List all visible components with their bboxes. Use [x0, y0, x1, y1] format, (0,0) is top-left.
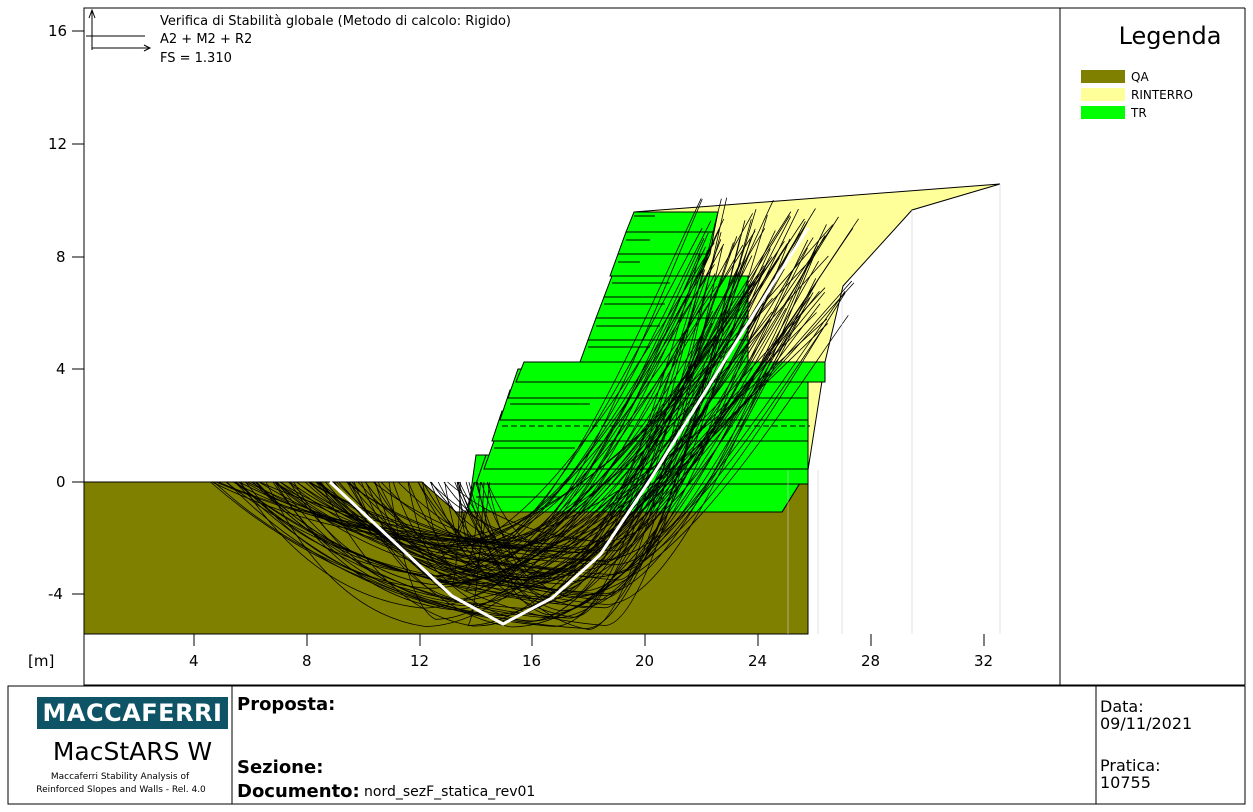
trial-slip-surface [349, 291, 846, 628]
trial-slip-surface [265, 240, 785, 627]
trial-slip-surface [430, 218, 859, 581]
trial-slip-surface [308, 209, 757, 562]
unit-label: [m] [28, 652, 55, 670]
legend-label-rinterro: RINTERRO [1131, 88, 1193, 102]
trial-slip-surface [320, 225, 834, 578]
trial-slip-surface [274, 241, 819, 595]
legend-item-tr: TR [1081, 106, 1147, 120]
x-tick-16: 16 [522, 652, 542, 670]
x-tick-8: 8 [302, 652, 312, 670]
trial-slip-surface [236, 198, 722, 619]
pratica-value: 10755 [1100, 773, 1151, 792]
data-label: Data: [1100, 697, 1144, 716]
product-description-1: Maccaferri Stability Analysis of [50, 772, 190, 782]
trial-slip-surface [325, 304, 751, 587]
trial-slip-surface [226, 261, 819, 622]
trial-slip-surface [287, 228, 756, 585]
trial-slip-surface [464, 198, 703, 592]
product-name: MacStARS W [52, 737, 213, 766]
y-tick-4: 4 [56, 360, 66, 378]
legend-label-tr: TR [1131, 106, 1147, 120]
legend-swatch-rinterro [1081, 88, 1125, 101]
x-tick-20: 20 [635, 652, 655, 670]
y-tick-8: 8 [56, 248, 66, 266]
x-tick-12: 12 [410, 652, 430, 670]
trial-slip-surface [318, 238, 741, 626]
trial-slip-surface [280, 235, 826, 580]
trial-slip-surface [336, 245, 819, 605]
factor-of-safety: FS = 1.310 [160, 51, 232, 66]
trial-slip-surface [293, 280, 853, 602]
tr-lower-block [467, 361, 826, 513]
critical-slip-surface [328, 227, 810, 626]
trial-slip-surface [392, 198, 702, 567]
x-tick-32: 32 [974, 652, 994, 670]
legend-swatch-tr [1081, 106, 1125, 119]
trial-slip-surface [430, 237, 814, 553]
data-value: 09/11/2021 [1100, 714, 1193, 733]
x-tick-28: 28 [861, 652, 881, 670]
trial-slip-surface [480, 315, 849, 599]
trial-slip-surface [309, 236, 738, 553]
trial-slip-surface [407, 227, 703, 570]
y-axis-ticks [72, 30, 84, 595]
legend-swatch-qa [1081, 70, 1125, 83]
legend-title: Legenda [1118, 22, 1222, 50]
trial-slip-surface [338, 216, 839, 579]
trial-slip-surface [250, 213, 754, 550]
x-tick-4: 4 [189, 652, 199, 670]
footer-frame [7, 685, 1246, 805]
trial-slip-surface [213, 239, 722, 609]
y-tick-12: 12 [48, 135, 68, 153]
trial-slip-surface [238, 297, 773, 577]
trial-slip-surface [458, 230, 756, 546]
x-axis-ticks [193, 634, 985, 646]
trial-slip-surface [247, 278, 817, 566]
trial-slip-surface [437, 238, 791, 608]
load-combination: A2 + M2 + R2 [160, 32, 253, 47]
trial-slip-surface [317, 292, 846, 578]
trial-slip-surface [353, 246, 706, 600]
pratica-label: Pratica: [1100, 756, 1161, 775]
y-tick-minus4: -4 [48, 585, 63, 603]
x-tick-24: 24 [748, 652, 768, 670]
trial-slip-surface [315, 243, 725, 563]
plot-frame [83, 7, 1061, 686]
trial-slip-surface [443, 290, 820, 545]
axis-arrow-icon [86, 8, 152, 52]
tr-upper-block [609, 211, 719, 277]
documento-value: nord_sezF_statica_rev01 [364, 784, 536, 800]
legend-item-qa: QA [1081, 70, 1149, 84]
trial-slip-surface [380, 229, 720, 549]
sezione-label: Sezione: [237, 757, 324, 778]
trial-slip-surface [317, 224, 827, 593]
documento-label: Documento: [237, 781, 360, 802]
trial-slip-surface [217, 257, 780, 542]
trial-slip-surface [304, 285, 718, 547]
maccaferri-logo: MACCAFERRI [37, 697, 228, 729]
legend-label-qa: QA [1131, 70, 1149, 84]
product-description-2: Reinforced Slopes and Walls - Rel. 4.0 [36, 785, 206, 795]
section-boundaries [787, 184, 1001, 634]
trial-slip-surface [437, 255, 829, 560]
trial-slip-surface [388, 244, 744, 620]
y-tick-16: 16 [48, 22, 68, 40]
trial-slip-surface [254, 273, 716, 587]
trial-slip-surface [372, 327, 824, 562]
analysis-title: Verifica di Stabilità globale (Metodo di… [160, 14, 512, 29]
legend-item-rinterro: RINTERRO [1081, 88, 1193, 102]
proposta-label: Proposta: [237, 694, 336, 715]
y-tick-0: 0 [56, 473, 66, 491]
